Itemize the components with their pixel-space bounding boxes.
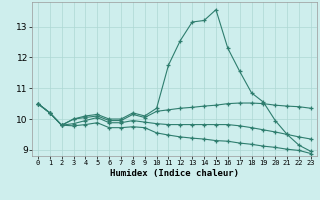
X-axis label: Humidex (Indice chaleur): Humidex (Indice chaleur) [110,169,239,178]
